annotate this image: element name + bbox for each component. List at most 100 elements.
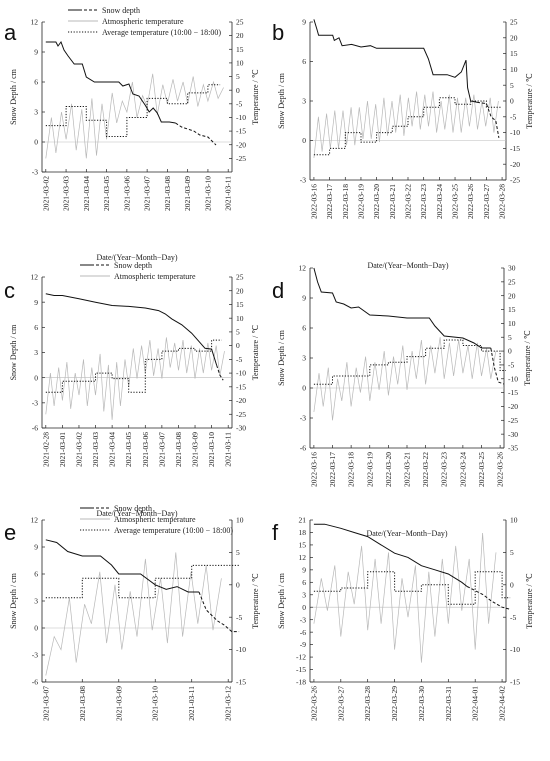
x-tick-label: 2021-03-09 <box>183 176 192 211</box>
y-tick-label: 15 <box>299 541 307 550</box>
x-tick-label: 2021-03-11 <box>187 686 196 721</box>
y2-tick-label: 10 <box>510 516 518 525</box>
y2-tick-label: 15 <box>236 300 244 309</box>
air-temperature-series <box>45 73 224 159</box>
y-tick-label: -6 <box>300 444 306 453</box>
legend-label: Atmospheric temperature <box>102 17 184 26</box>
y-tick-label: 0 <box>34 624 38 633</box>
y-tick-label: 12 <box>299 553 307 562</box>
x-tick-label: 2022-03-27 <box>336 686 345 721</box>
y-tick-label: 3 <box>302 354 306 363</box>
y-tick-label: 0 <box>34 373 38 382</box>
y2-tick-label: 25 <box>508 277 516 286</box>
air-temperature-series <box>313 532 497 663</box>
x-tick-label: 2022-03-19 <box>356 184 365 219</box>
y2-tick-label: 10 <box>236 314 244 323</box>
y-tick-label: -3 <box>300 176 306 185</box>
y2-tick-label: -10 <box>510 128 520 137</box>
y2-tick-label: -20 <box>510 160 520 169</box>
x-tick-label: 2022-03-29 <box>390 686 399 721</box>
snow-depth-dashed-series <box>216 364 224 381</box>
x-tick-label: 2021-03-02 <box>74 432 83 467</box>
snow-depth-series <box>313 523 468 587</box>
y-axis-title: Snow Depth / cm <box>277 329 286 386</box>
y-tick-label: -9 <box>300 640 306 649</box>
y2-axis-title: Temperature / ℃ <box>251 325 260 381</box>
snow-depth-dashed-series <box>476 101 500 138</box>
y-tick-label: 12 <box>31 273 39 282</box>
snow-depth-dashed-series <box>175 122 217 146</box>
y-axis-title: Snow Depth / cm <box>9 572 18 629</box>
x-axis-title: Date/(Year−Month−Day) <box>96 253 177 262</box>
legend-label: Atmospheric temperature <box>114 515 196 524</box>
y2-tick-label: 5 <box>510 81 514 90</box>
y-tick-label: -3 <box>300 615 306 624</box>
y2-tick-label: 10 <box>236 59 244 68</box>
y2-axis-title: Temperature / ℃ <box>251 69 260 125</box>
legend-label: Average temperature (10:00 − 18:00) <box>114 526 233 535</box>
legend: Snow depth Atmospheric temperature Average… <box>80 504 233 535</box>
snow-depth-dashed-series <box>198 591 240 633</box>
y-tick-label: 3 <box>34 108 38 117</box>
x-axis-title: Date/(Year−Month−Day) <box>96 509 177 518</box>
average-temperature-series <box>45 84 221 137</box>
x-tick-label: 2021-03-08 <box>163 176 172 211</box>
x-tick-label: 2022-03-24 <box>458 452 467 487</box>
legend-label: Snow depth <box>114 261 152 270</box>
y-tick-label: 9 <box>302 565 306 574</box>
y2-tick-label: -20 <box>508 402 518 411</box>
y2-tick-label: -25 <box>236 154 246 163</box>
y2-tick-label: -5 <box>510 613 516 622</box>
y-tick-label: -3 <box>300 414 306 423</box>
y2-tick-label: 15 <box>510 49 518 58</box>
average-temperature-series <box>313 571 511 605</box>
x-tick-label: 2021-03-05 <box>102 176 111 211</box>
y-tick-label: -3 <box>32 651 38 660</box>
x-tick-label: 2021-03-11 <box>224 432 233 467</box>
y2-tick-label: 15 <box>508 305 516 314</box>
x-tick-label: 2022-03-25 <box>451 184 460 219</box>
y2-tick-label: -5 <box>508 361 514 370</box>
x-tick-label: 2022-03-26 <box>496 452 505 487</box>
x-tick-label: 2022-03-16 <box>309 184 318 219</box>
x-tick-label: 2021-03-12 <box>224 686 233 721</box>
y2-tick-label: -15 <box>510 144 520 153</box>
legend: Snow depth Atmospheric temperature <box>80 261 196 281</box>
y-tick-label: 6 <box>302 578 306 587</box>
average-temperature-series <box>313 97 503 156</box>
x-tick-label: 2022-03-26 <box>466 184 475 219</box>
legend-label: Average temperature (10:00 − 18:00) <box>102 28 221 37</box>
y2-tick-label: 10 <box>236 516 244 525</box>
x-tick-label: 2021-03-07 <box>157 432 166 467</box>
y2-tick-label: 20 <box>236 31 244 40</box>
y2-tick-label: 5 <box>510 548 514 557</box>
y-tick-label: 0 <box>302 384 306 393</box>
y2-tick-label: -10 <box>510 645 520 654</box>
x-tick-label: 2022-03-16 <box>309 452 318 487</box>
x-tick-label: 2021-03-04 <box>82 176 91 211</box>
y-tick-label: -6 <box>32 424 38 433</box>
y2-tick-label: -30 <box>508 430 518 439</box>
y-tick-label: 12 <box>299 264 307 273</box>
y-tick-label: -3 <box>32 168 38 177</box>
y-axis-title: Snow Depth / cm <box>277 572 286 629</box>
y2-tick-label: 20 <box>236 286 244 295</box>
panel-f: f -18 -15 -12 -9 -6 -3 0 3 6 9 12 15 18 21 -15 -10 -5 0 5 10… <box>272 516 534 721</box>
y-tick-label: 3 <box>34 597 38 606</box>
x-tick-label: 2021-03-01 <box>58 432 67 467</box>
y2-tick-label: -5 <box>510 112 516 121</box>
y-tick-label: 0 <box>302 603 306 612</box>
x-tick-label: 2022-03-17 <box>328 452 337 487</box>
y2-axis-title: Temperature / ℃ <box>251 573 260 629</box>
y-axis-title: Snow Depth / cm <box>9 324 18 381</box>
x-tick-label: 2022-03-27 <box>482 184 491 219</box>
x-tick-label: 2021-03-10 <box>151 686 160 721</box>
x-tick-label: 2021-03-02 <box>41 176 50 211</box>
y2-tick-label: 0 <box>510 580 514 589</box>
y2-tick-label: -20 <box>236 140 246 149</box>
y-tick-label: 6 <box>34 78 38 87</box>
x-tick-label: 2022-03-24 <box>435 184 444 219</box>
y2-tick-label: -15 <box>508 388 518 397</box>
average-temperature-series <box>313 339 506 385</box>
y-tick-label: -6 <box>300 628 306 637</box>
